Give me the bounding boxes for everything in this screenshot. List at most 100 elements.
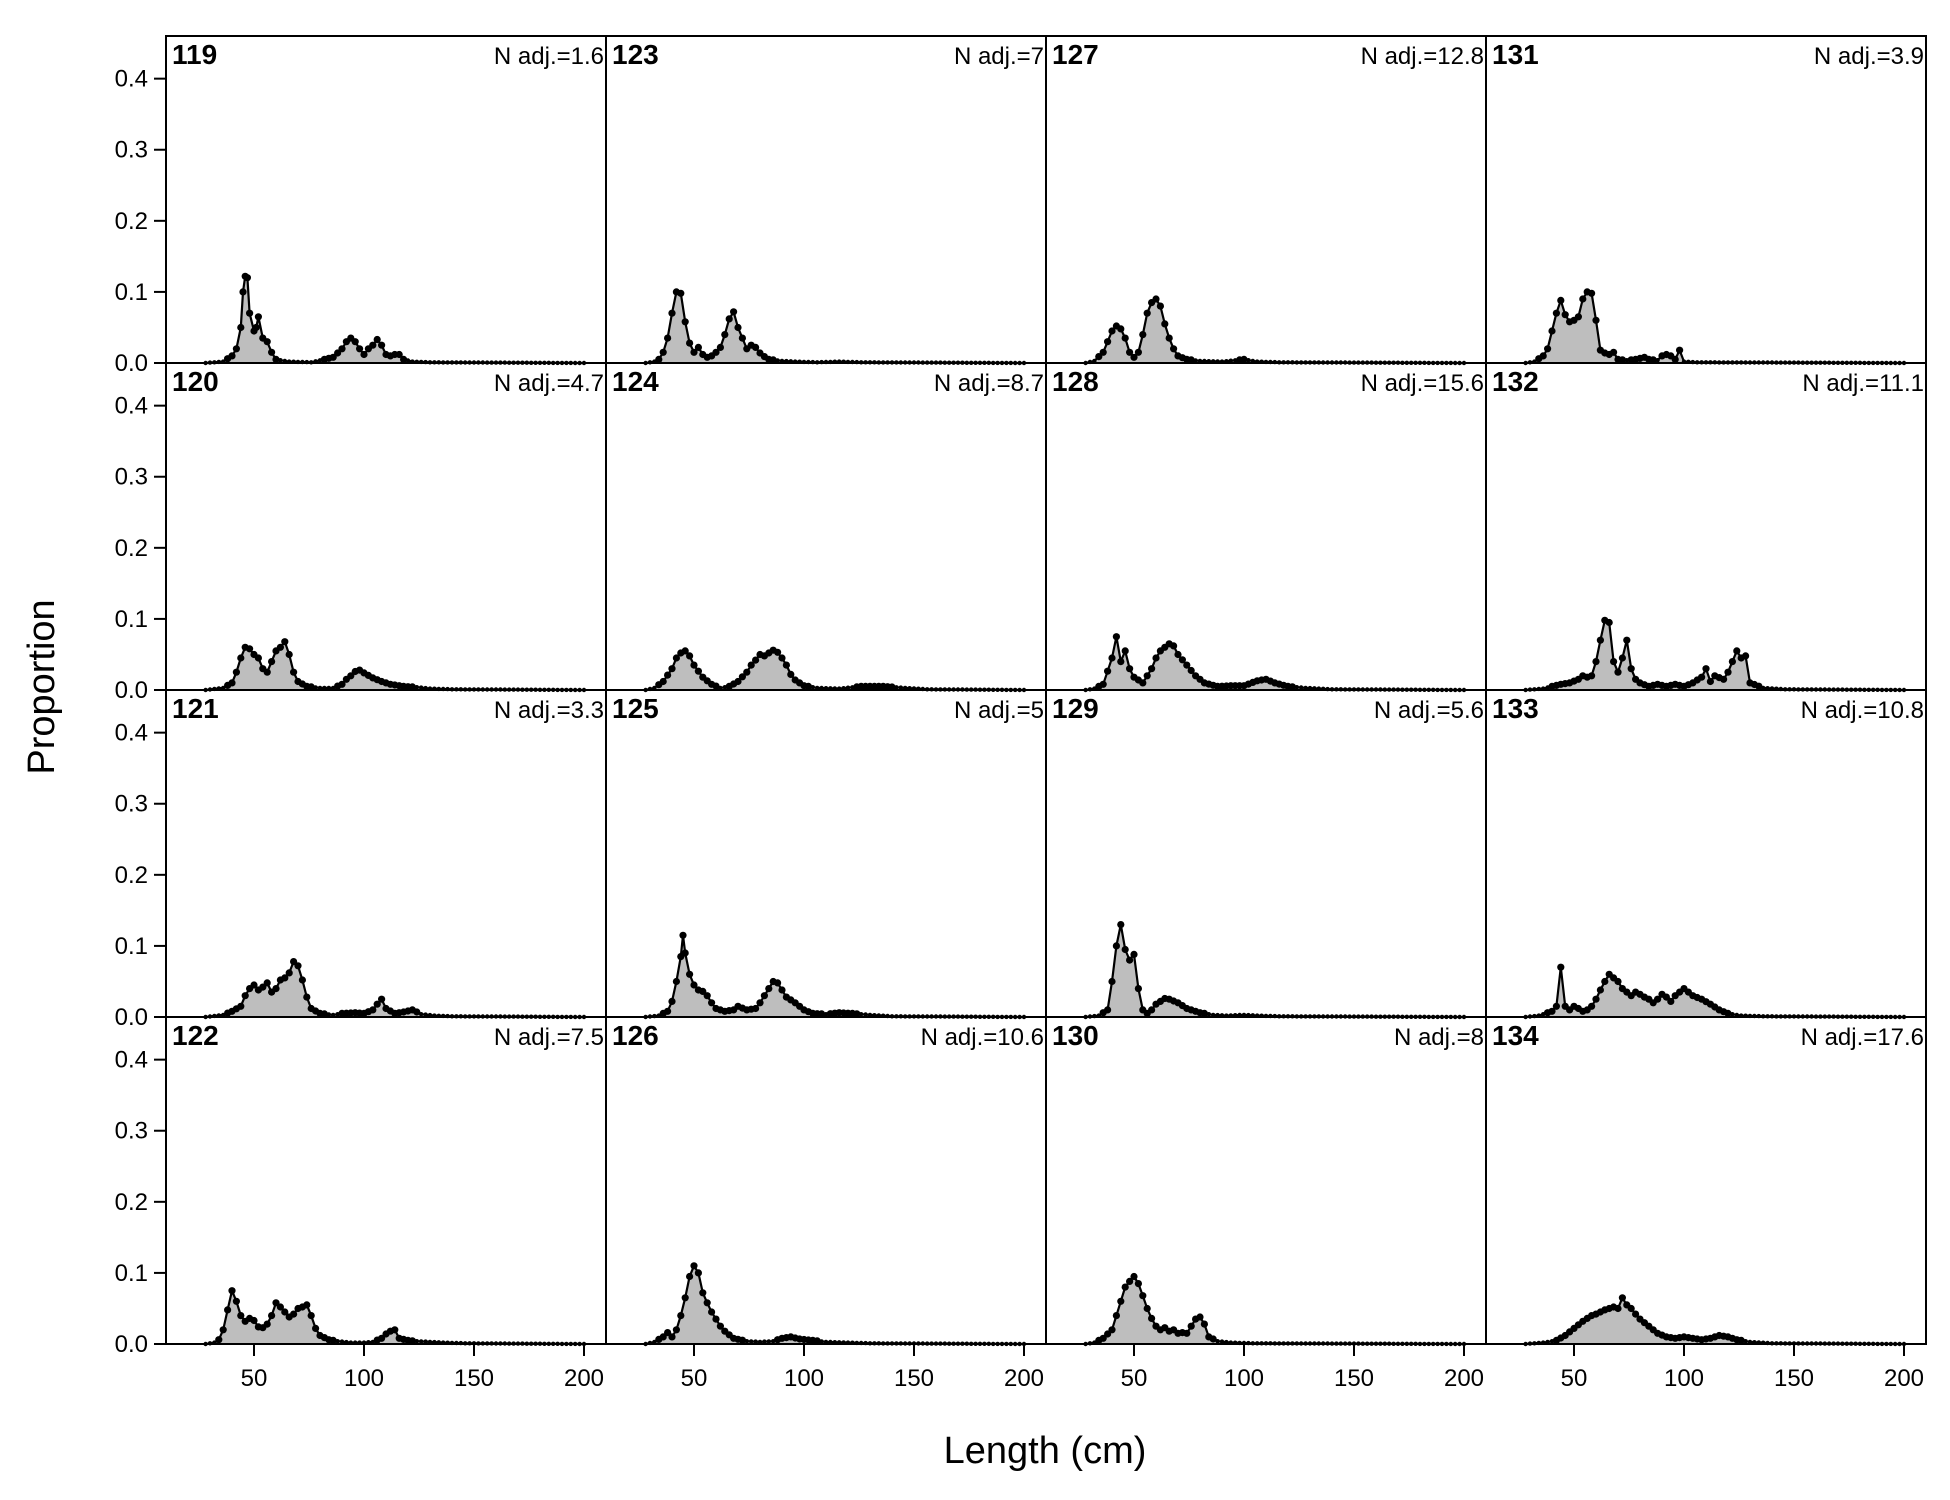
- data-point: [690, 348, 698, 356]
- data-point: [1134, 1280, 1142, 1288]
- data-point: [423, 1012, 428, 1017]
- x-tick-label: 200: [1004, 1365, 1044, 1392]
- data-point: [378, 1334, 386, 1342]
- data-point: [391, 1326, 399, 1334]
- data-point: [774, 648, 782, 656]
- data-point: [1574, 313, 1582, 321]
- y-tick-label: 0.0: [115, 677, 148, 704]
- data-point: [1228, 358, 1234, 363]
- data-point: [1588, 1002, 1596, 1010]
- data-point: [1676, 346, 1684, 354]
- panel-n-label: N adj.=8.7: [934, 370, 1044, 397]
- y-tick-label: 0.0: [115, 350, 148, 377]
- data-point: [1614, 1304, 1622, 1313]
- y-tick-label: 0.4: [115, 393, 148, 420]
- data-point: [863, 1012, 868, 1017]
- area-fill: [205, 276, 584, 363]
- data-point: [414, 685, 419, 690]
- data-point: [738, 1336, 747, 1344]
- data-point: [1698, 673, 1706, 681]
- x-tick-label: 100: [784, 1365, 824, 1392]
- data-point: [1183, 661, 1191, 669]
- data-point: [307, 1312, 315, 1320]
- data-point: [237, 323, 245, 332]
- panel-n-label: N adj.=10.8: [1801, 697, 1924, 724]
- data-point: [1552, 309, 1560, 317]
- panel-n-label: N adj.=15.6: [1361, 370, 1484, 397]
- panel-133: 133 N adj.=10.8: [1492, 693, 1924, 1020]
- panel-126: 126 N adj.=10.6: [612, 1020, 1044, 1347]
- data-point: [686, 652, 694, 660]
- data-point: [298, 976, 306, 984]
- data-point: [690, 661, 698, 669]
- y-tick-label: 0.3: [115, 137, 148, 164]
- data-point: [1200, 1320, 1208, 1328]
- panel-132: 132 N adj.=11.1: [1492, 366, 1924, 693]
- data-point: [1737, 1336, 1745, 1344]
- data-point: [1148, 1314, 1156, 1322]
- panel-124: 124 N adj.=8.7: [612, 366, 1044, 693]
- data-point: [787, 670, 795, 679]
- data-point: [1627, 665, 1635, 673]
- data-point: [1742, 652, 1750, 660]
- panel-n-label: N adj.=17.6: [1801, 1024, 1924, 1051]
- data-point: [1143, 672, 1151, 680]
- data-point: [1174, 650, 1182, 659]
- data-point: [672, 654, 681, 662]
- data-point: [1152, 654, 1160, 662]
- data-point: [1548, 327, 1556, 335]
- data-point: [1623, 636, 1631, 644]
- data-point: [1557, 296, 1565, 304]
- x-tick-label: 100: [1224, 1365, 1264, 1392]
- x-tick-label: 100: [344, 1365, 384, 1392]
- panel-id-label: 128: [1052, 366, 1099, 397]
- data-point: [408, 1337, 416, 1345]
- data-point: [281, 638, 289, 646]
- panel-id-label: 131: [1492, 39, 1539, 70]
- data-point: [703, 992, 711, 1000]
- data-point: [276, 643, 284, 651]
- data-point: [268, 658, 276, 666]
- data-point: [232, 1297, 240, 1305]
- data-point: [1240, 355, 1248, 363]
- data-point: [1126, 348, 1134, 356]
- data-point: [1104, 1006, 1112, 1014]
- data-point: [1143, 1304, 1151, 1313]
- data-point: [810, 685, 815, 690]
- y-tick-label: 0.2: [115, 535, 148, 562]
- data-point: [312, 1324, 320, 1332]
- y-tick-label: 0.3: [115, 791, 148, 818]
- data-point: [749, 1339, 754, 1344]
- data-point: [335, 1339, 340, 1344]
- data-point: [760, 992, 769, 1000]
- data-point: [1579, 295, 1587, 303]
- data-point: [254, 313, 262, 321]
- x-tick-label: 50: [1561, 1365, 1588, 1392]
- data-point: [1134, 985, 1142, 993]
- data-point: [1618, 654, 1626, 662]
- panel-id-label: 124: [612, 366, 659, 397]
- data-point: [294, 962, 302, 970]
- data-point: [307, 683, 315, 691]
- panel-n-label: N adj.=8: [1394, 1024, 1484, 1051]
- panel-127: 127 N adj.=12.8: [1052, 39, 1484, 366]
- data-point: [290, 1310, 298, 1318]
- data-point: [1588, 289, 1596, 297]
- data-point: [237, 1002, 245, 1010]
- data-point: [1596, 986, 1604, 994]
- data-point: [1671, 355, 1679, 363]
- x-tick-label: 50: [681, 1365, 708, 1392]
- panel-id-label: 130: [1052, 1020, 1099, 1051]
- data-point: [243, 274, 251, 282]
- data-point: [804, 682, 813, 691]
- data-point: [228, 352, 236, 360]
- data-point: [775, 358, 780, 363]
- data-point: [664, 1007, 672, 1015]
- data-point: [281, 1308, 289, 1316]
- y-tick-label: 0.1: [115, 279, 148, 306]
- data-point: [677, 1312, 685, 1320]
- data-point: [1099, 680, 1107, 688]
- data-point: [668, 997, 676, 1006]
